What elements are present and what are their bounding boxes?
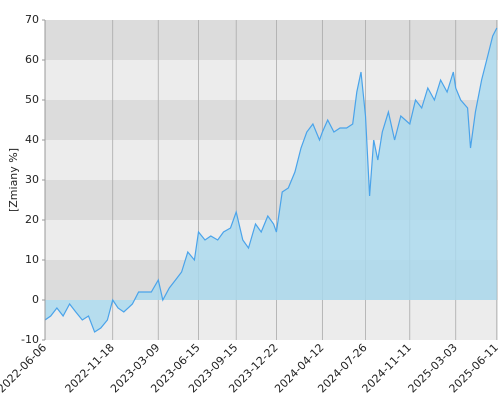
- x-tick-label: 2022-06-06: [0, 341, 49, 395]
- line: [44, 27, 498, 333]
- y-axis-label: [Zmiany %]: [7, 148, 20, 212]
- y-tick-label: 40: [25, 133, 39, 146]
- y-tick-label: 50: [25, 93, 39, 106]
- y-tick-label: 20: [25, 213, 39, 226]
- y-tick-label: -10: [21, 333, 39, 346]
- background-band: [45, 60, 498, 100]
- y-tick-label: 0: [32, 293, 39, 306]
- background-band: [45, 20, 498, 60]
- y-tick-label: 70: [25, 13, 39, 26]
- y-tick-label: 10: [25, 253, 39, 266]
- area: [45, 28, 497, 332]
- y-tick-label: 60: [25, 53, 39, 66]
- y-tick-label: 30: [25, 173, 39, 186]
